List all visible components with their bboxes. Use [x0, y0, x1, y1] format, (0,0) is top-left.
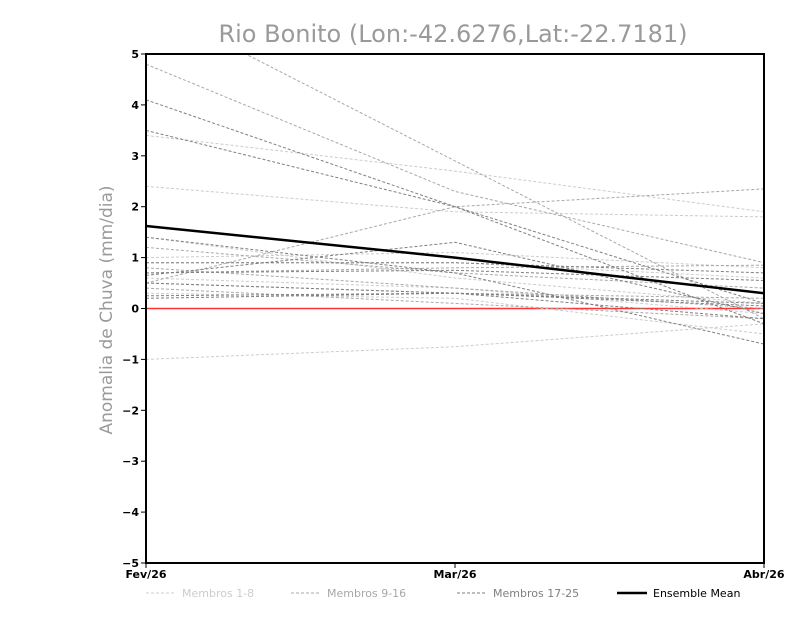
x-tick-label: Abr/26: [743, 568, 784, 581]
series-line-group2-member4: [146, 264, 764, 274]
series-line-group2-member5: [146, 282, 764, 299]
y-tick-label: −4: [122, 506, 139, 519]
series-line-group3-member5: [146, 269, 764, 281]
series-line-group1-member8: [146, 251, 764, 269]
series-line-group1-member3: [146, 236, 764, 304]
chart-title: Rio Bonito (Lon:-42.6276,Lat:-22.7181): [218, 20, 687, 48]
series-line-group3-member9: [146, 292, 764, 307]
y-tick-label: 1: [131, 252, 139, 265]
legend-label: Membros 1-8: [182, 587, 254, 600]
series-line-group3-member7: [146, 241, 764, 315]
series-line-group1-member6: [146, 277, 764, 315]
legend-label: Membros 17-25: [493, 587, 579, 600]
series-line-group2-member3: [146, 188, 764, 284]
series-line-group3-member1: [146, 99, 764, 325]
y-tick-label: −3: [122, 455, 139, 468]
series-line-group3-member6: [146, 282, 764, 320]
series-line-group1-member1: [146, 134, 764, 213]
ensemble-mean-line: [146, 224, 764, 295]
series-line-group3-member2: [146, 129, 764, 304]
series-line-group1-member2: [146, 185, 764, 218]
y-axis-label: Anomalia de Chuva (mm/dia): [97, 185, 117, 434]
series-line-group1-member4: [146, 323, 764, 360]
series-line-group2-member1: [244, 54, 764, 320]
y-tick-label: −2: [122, 404, 139, 417]
series-line-group3-member4: [146, 292, 764, 304]
series-line-group3-member3: [146, 236, 764, 345]
series-line-group2-member8: [146, 287, 764, 320]
y-tick-label: 4: [131, 99, 139, 112]
series-layer: [146, 54, 764, 360]
x-tick-label: Mar/26: [433, 568, 476, 581]
y-tick-label: 2: [131, 201, 139, 214]
legend: Membros 1-8 Membros 9-16 Membros 17-25 Ense…: [146, 587, 740, 600]
series-line-group1-member7: [146, 292, 764, 335]
series-line-group2-member2: [146, 63, 764, 264]
y-tick-label: 0: [131, 303, 139, 316]
y-tick-label: 3: [131, 150, 139, 163]
y-tick-label: −5: [122, 557, 139, 570]
y-tick-label: −1: [122, 353, 139, 366]
legend-label: Membros 9-16: [327, 587, 406, 600]
y-tick-label: 5: [131, 48, 139, 61]
legend-label: Ensemble Mean: [653, 587, 740, 600]
series-line-group3-member8: [146, 262, 764, 274]
series-line-group1-member5: [146, 262, 764, 279]
x-tick-label: Fev/26: [125, 568, 166, 581]
